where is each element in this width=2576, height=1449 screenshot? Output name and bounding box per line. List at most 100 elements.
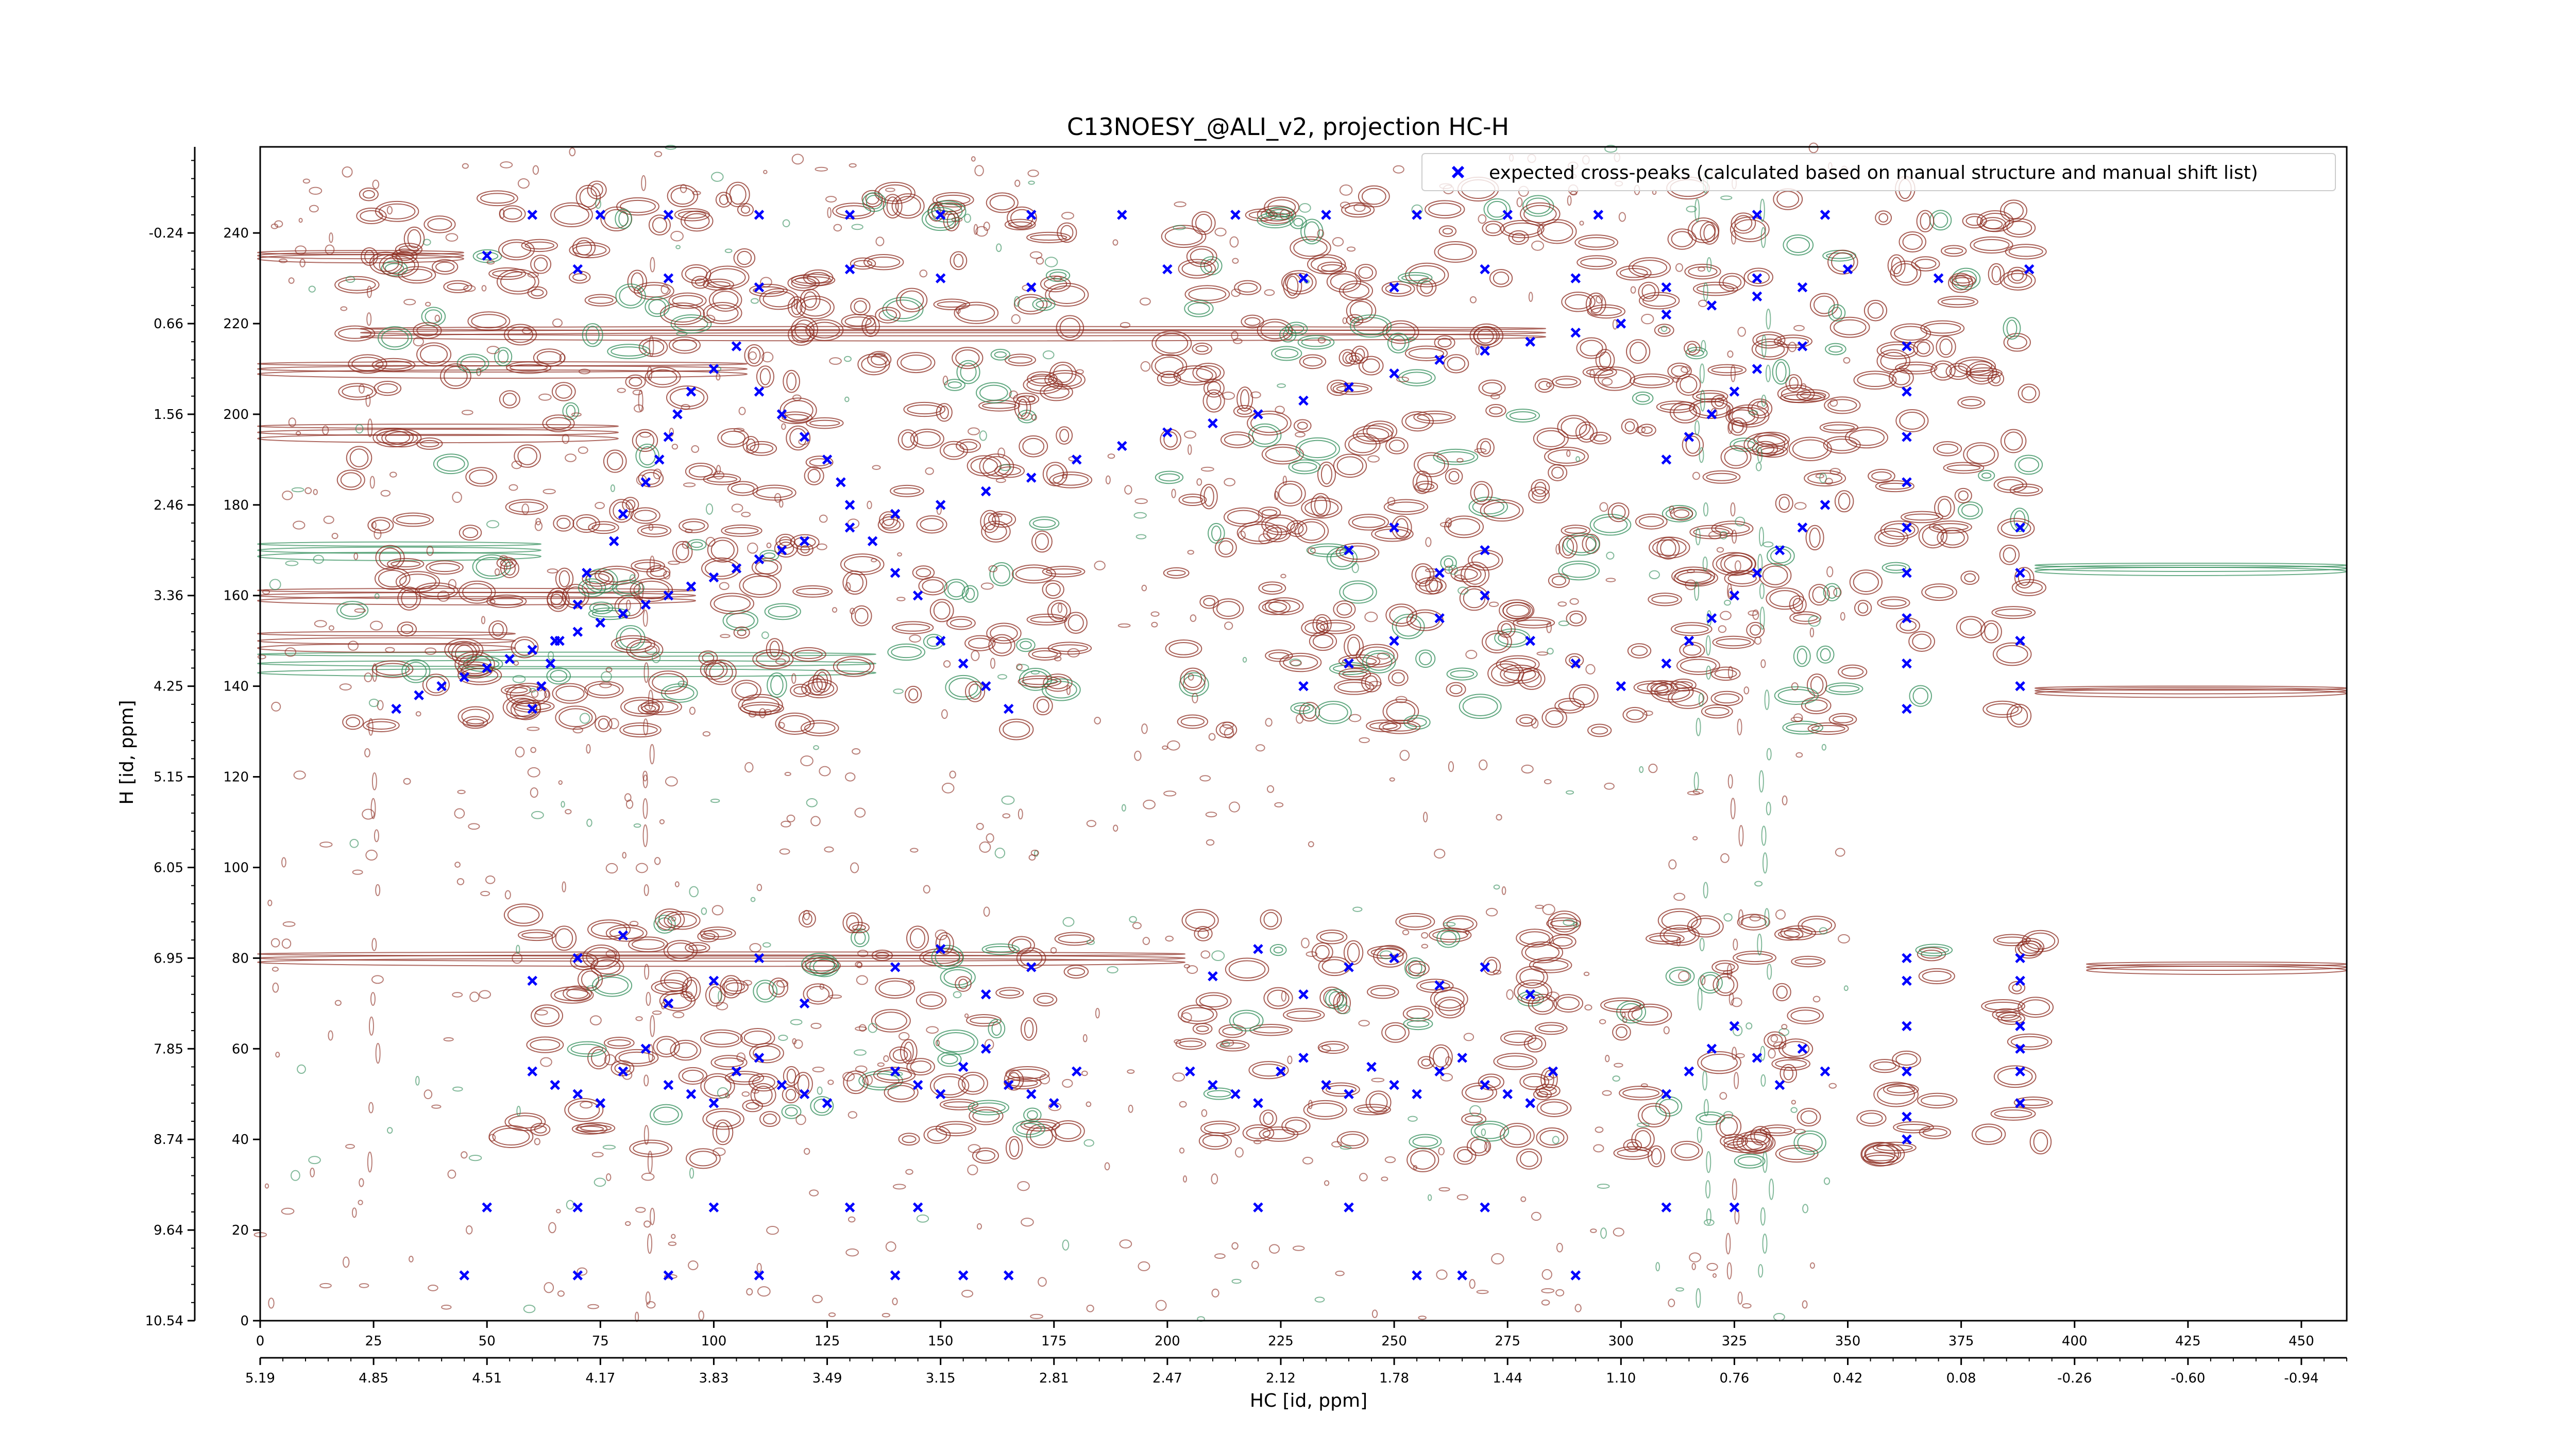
contour-blob [854, 608, 869, 624]
contour-noise [1596, 295, 1603, 304]
contour-blob [714, 1057, 744, 1068]
contour-stripe [370, 992, 376, 1006]
contour-blob [1356, 428, 1389, 442]
contour-noise [1496, 814, 1502, 821]
contour-noise [671, 916, 676, 922]
contour-blob [488, 1125, 534, 1149]
contour-blob [1027, 1110, 1038, 1120]
contour-blob [1045, 582, 1061, 597]
contour-blob [1783, 234, 1814, 256]
contour-noise [1520, 1196, 1527, 1202]
contour-noise [1723, 913, 1733, 922]
contour-blob [1406, 1008, 1430, 1019]
contour-blob [567, 1041, 607, 1057]
cross-peak-stroke [686, 581, 697, 592]
contour-blob [1637, 683, 1669, 692]
contour-blob [1434, 997, 1465, 1019]
contour-noise [756, 1262, 762, 1273]
contour-blob [1957, 396, 1986, 409]
contour-blob [1952, 267, 1981, 290]
contour-noise [1475, 346, 1480, 356]
contour-blob [382, 256, 416, 275]
contour-stripe [1764, 689, 1770, 711]
contour-blob [1696, 284, 1735, 294]
contour-noise [469, 991, 480, 1002]
contour-streak [257, 429, 619, 436]
contour-noise [1224, 478, 1235, 486]
contour-blob [1827, 399, 1857, 412]
contour-blob [1004, 218, 1036, 231]
contour-blob [396, 515, 431, 525]
contour-blob [1200, 484, 1218, 510]
cross-peak-stroke [527, 1066, 538, 1077]
cross-peak-stroke [1502, 210, 1513, 220]
contour-noise [1266, 785, 1275, 793]
cross-peak-marker [1661, 658, 1672, 669]
contour-noise [741, 512, 751, 517]
contour-blob [1016, 1123, 1042, 1135]
cross-peak-stroke [1412, 1270, 1422, 1280]
contour-blob [1953, 277, 1973, 284]
contour-noise [1030, 849, 1039, 856]
contour-noise [531, 689, 539, 698]
cross-peak-marker [1026, 1089, 1037, 1099]
contour-noise [1543, 1075, 1553, 1081]
contour-noise [1139, 297, 1151, 306]
contour-blob [1257, 318, 1293, 342]
contour-blob [2003, 273, 2032, 288]
contour-blob [1353, 1104, 1391, 1116]
contour-blob [1258, 581, 1286, 595]
contour-stripe [1696, 1288, 1701, 1308]
contour-blob [1558, 700, 1581, 711]
contour-blob [840, 553, 885, 576]
contour-noise [1014, 296, 1020, 307]
contour-noise [935, 1039, 940, 1047]
cross-peak-stroke [1661, 1089, 1672, 1099]
contour-noise [461, 1151, 468, 1159]
contour-noise [828, 1312, 836, 1317]
contour-blob [1417, 1056, 1435, 1069]
contour-noise [1826, 566, 1834, 578]
contour-blob [1798, 916, 1836, 935]
contour-noise [1317, 229, 1325, 238]
contour-noise [1597, 1184, 1610, 1189]
contour-noise [1555, 544, 1561, 555]
contour-blob [1649, 935, 1681, 942]
contour-blob [2003, 333, 2031, 352]
contour-blob [1415, 649, 1436, 668]
contour-stripe [1757, 447, 1762, 463]
contour-blob [1015, 567, 1053, 581]
contour-blob [670, 314, 712, 334]
contour-noise [544, 690, 550, 698]
contour-noise [552, 318, 563, 328]
cross-peak-marker [1706, 1043, 1717, 1054]
cross-peak-marker [844, 500, 855, 510]
contour-noise [527, 272, 539, 278]
cross-peak-stroke [1820, 500, 1831, 510]
cross-peak-stroke [1434, 355, 1445, 365]
contour-blob [688, 465, 713, 478]
contour-noise [1700, 975, 1706, 986]
contour-noise [1030, 1313, 1043, 1319]
cross-peak-marker [1797, 523, 1808, 533]
contour-blob [1707, 364, 1747, 376]
contour-blob [1565, 294, 1592, 310]
contour-noise [1187, 444, 1192, 455]
contour-noise [328, 1030, 333, 1041]
cross-peak-stroke [1048, 1098, 1059, 1108]
contour-noise [1802, 1204, 1809, 1214]
contour-noise [973, 224, 978, 235]
contour-blob [717, 428, 749, 448]
contour-blob [939, 406, 949, 419]
contour-noise [1318, 1044, 1331, 1053]
contour-blob [1536, 1099, 1572, 1117]
contour-noise [1143, 799, 1156, 810]
contour-blob [1811, 724, 1845, 733]
contour-noise [1484, 1141, 1490, 1152]
contour-blob [1791, 955, 1826, 968]
contour-noise [1829, 399, 1838, 407]
contour-blob [857, 353, 890, 376]
contour-blob [1336, 994, 1347, 1012]
contour-blob [570, 1043, 603, 1055]
cross-peak-marker [1366, 1062, 1377, 1072]
